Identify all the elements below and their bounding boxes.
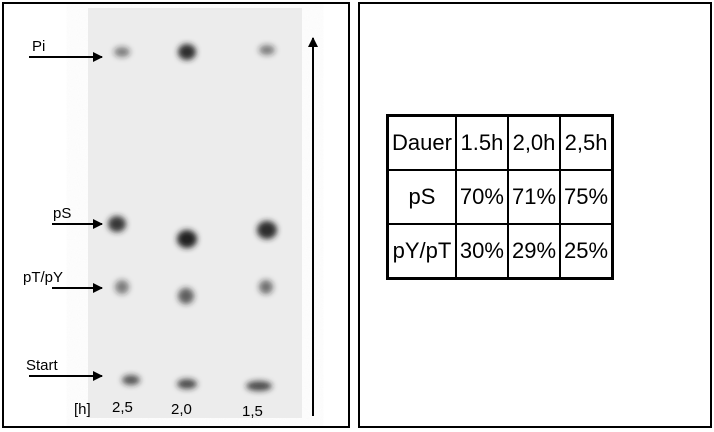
label-start: Start [26, 357, 59, 374]
cell: 29% [508, 224, 560, 279]
lane-label: 1,5 [242, 403, 263, 420]
header-cell: Dauer [388, 116, 456, 171]
row-label: pS [388, 170, 456, 224]
tlc-image: Pi pS pT/pY Start [h] 2,5 2,0 1,5 [4, 4, 348, 426]
header-cell: 2,0h [508, 116, 560, 171]
label-pi: Pi [32, 38, 45, 55]
lane-label: 2,0 [171, 401, 192, 418]
cell: 70% [456, 170, 508, 224]
label-ps: pS [53, 205, 71, 222]
table-panel: Dauer 1.5h 2,0h 2,5h pS 70% 71% 75% pY/p… [358, 2, 712, 428]
label-unit: [h] [74, 401, 91, 418]
lane-label: 2,5 [112, 399, 133, 416]
page: Pi pS pT/pY Start [h] 2,5 2,0 1,5 Dauer … [0, 0, 714, 432]
cell: 30% [456, 224, 508, 279]
label-pt-py: pT/pY [23, 269, 63, 286]
cell: 71% [508, 170, 560, 224]
cell: 25% [560, 224, 613, 279]
table-row: pY/pT 30% 29% 25% [388, 224, 613, 279]
ratio-table: Dauer 1.5h 2,0h 2,5h pS 70% 71% 75% pY/p… [386, 114, 614, 280]
cell: 75% [560, 170, 613, 224]
table-header: Dauer 1.5h 2,0h 2,5h [388, 116, 613, 171]
tlc-panel: Pi pS pT/pY Start [h] 2,5 2,0 1,5 [2, 2, 350, 428]
plate-noise [88, 8, 302, 418]
header-cell: 2,5h [560, 116, 613, 171]
row-label: pY/pT [388, 224, 456, 279]
header-cell: 1.5h [456, 116, 508, 171]
table-row: pS 70% 71% 75% [388, 170, 613, 224]
